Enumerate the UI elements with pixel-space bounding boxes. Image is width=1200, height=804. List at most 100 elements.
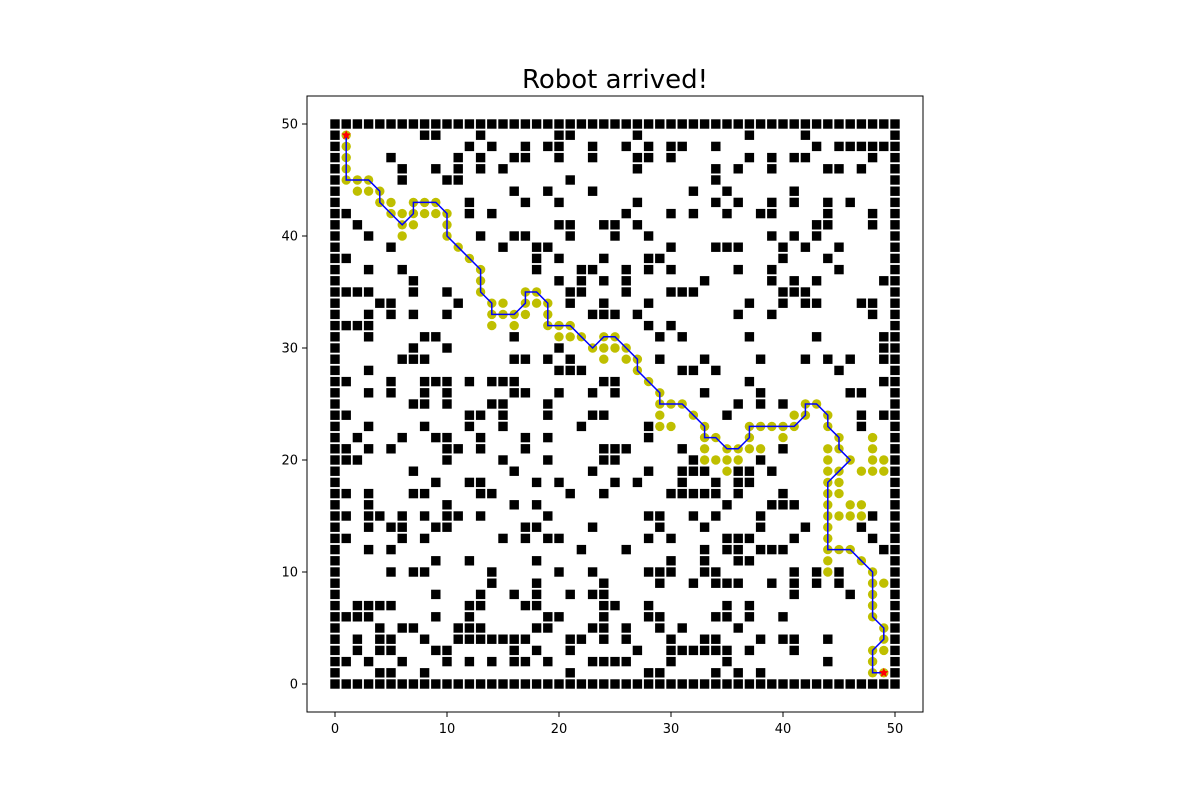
obstacle-marker xyxy=(867,220,878,230)
visited-node xyxy=(879,645,889,656)
obstacle-marker xyxy=(890,623,900,633)
obstacle-marker xyxy=(363,320,374,331)
obstacle-marker xyxy=(464,600,475,611)
obstacle-marker xyxy=(554,612,564,622)
obstacle-marker xyxy=(655,253,665,264)
obstacle-marker xyxy=(330,388,340,398)
obstacle-marker xyxy=(330,186,340,196)
obstacle-marker xyxy=(464,421,475,432)
obstacle-marker xyxy=(744,130,755,140)
obstacle-marker xyxy=(565,287,575,297)
obstacle-marker xyxy=(531,119,542,129)
obstacle-marker xyxy=(688,208,699,219)
obstacle-marker xyxy=(565,488,575,499)
obstacle-marker xyxy=(375,298,385,308)
obstacle-marker xyxy=(733,164,743,174)
obstacle-marker xyxy=(520,600,531,611)
obstacle-marker xyxy=(890,287,900,297)
obstacle-marker xyxy=(330,567,340,577)
obstacle-marker xyxy=(386,668,396,678)
obstacle-marker xyxy=(431,556,441,566)
obstacle-marker xyxy=(890,343,900,353)
obstacle-marker xyxy=(599,634,609,644)
obstacle-marker xyxy=(386,645,396,656)
obstacle-marker xyxy=(431,119,441,129)
obstacle-marker xyxy=(543,141,553,152)
obstacle-marker xyxy=(576,287,587,297)
obstacle-marker xyxy=(879,410,889,420)
obstacle-marker xyxy=(363,511,374,521)
obstacle-marker xyxy=(330,578,340,588)
obstacle-marker xyxy=(531,477,542,488)
obstacle-marker xyxy=(599,656,609,667)
obstacle-marker xyxy=(464,141,475,152)
visited-node xyxy=(397,231,407,241)
obstacle-marker xyxy=(755,679,766,689)
obstacle-marker xyxy=(341,679,351,689)
visited-node xyxy=(823,455,833,465)
obstacle-marker xyxy=(330,242,340,252)
obstacle-marker xyxy=(789,197,799,208)
visited-node xyxy=(845,511,855,521)
obstacle-marker xyxy=(375,668,385,678)
obstacle-marker xyxy=(845,354,855,364)
obstacle-marker xyxy=(375,600,385,611)
obstacle-marker xyxy=(442,522,452,532)
obstacle-marker xyxy=(688,645,699,656)
obstacle-marker xyxy=(744,376,755,387)
obstacle-marker xyxy=(431,645,441,656)
obstacle-marker xyxy=(498,376,508,387)
obstacle-marker xyxy=(755,208,766,219)
obstacle-marker xyxy=(677,623,687,633)
obstacle-marker xyxy=(688,365,699,376)
obstacle-marker xyxy=(531,500,542,510)
obstacle-marker xyxy=(565,365,575,376)
obstacle-marker xyxy=(711,679,721,689)
obstacle-marker xyxy=(610,477,620,488)
chart-title: Robot arrived! xyxy=(522,65,708,95)
visited-node xyxy=(845,500,855,510)
obstacle-marker xyxy=(655,567,665,577)
obstacle-marker xyxy=(879,276,889,286)
visited-node xyxy=(879,466,889,476)
obstacle-marker xyxy=(341,320,351,331)
obstacle-marker xyxy=(565,130,575,140)
obstacle-marker xyxy=(386,119,396,129)
obstacle-marker xyxy=(599,220,609,230)
x-tick-label: 50 xyxy=(887,722,904,737)
obstacle-marker xyxy=(363,231,374,241)
obstacle-marker xyxy=(688,455,699,465)
obstacle-marker xyxy=(487,567,497,577)
obstacle-marker xyxy=(509,354,519,364)
obstacle-marker xyxy=(330,332,340,342)
obstacle-marker xyxy=(453,164,463,174)
obstacle-marker xyxy=(711,511,721,521)
obstacle-marker xyxy=(397,533,407,544)
obstacle-marker xyxy=(778,399,788,409)
obstacle-marker xyxy=(363,388,374,398)
obstacle-marker xyxy=(352,634,363,644)
obstacle-marker xyxy=(554,119,564,129)
visited-node xyxy=(699,444,710,454)
obstacle-marker xyxy=(554,197,564,208)
obstacle-marker xyxy=(363,488,374,499)
obstacle-marker xyxy=(778,119,788,129)
obstacle-marker xyxy=(599,488,609,499)
obstacle-marker xyxy=(330,500,340,510)
obstacle-marker xyxy=(722,679,732,689)
path-line xyxy=(345,135,885,674)
obstacle-marker xyxy=(666,645,676,656)
obstacle-marker xyxy=(531,578,542,588)
obstacle-marker xyxy=(890,500,900,510)
obstacle-marker xyxy=(621,544,631,555)
obstacle-marker xyxy=(543,511,553,521)
obstacle-marker xyxy=(330,253,340,264)
obstacle-marker xyxy=(666,141,676,152)
obstacle-marker xyxy=(352,432,363,443)
obstacle-marker xyxy=(587,152,598,163)
obstacle-marker xyxy=(610,231,620,241)
obstacle-marker xyxy=(599,589,609,600)
obstacle-marker xyxy=(711,164,721,174)
